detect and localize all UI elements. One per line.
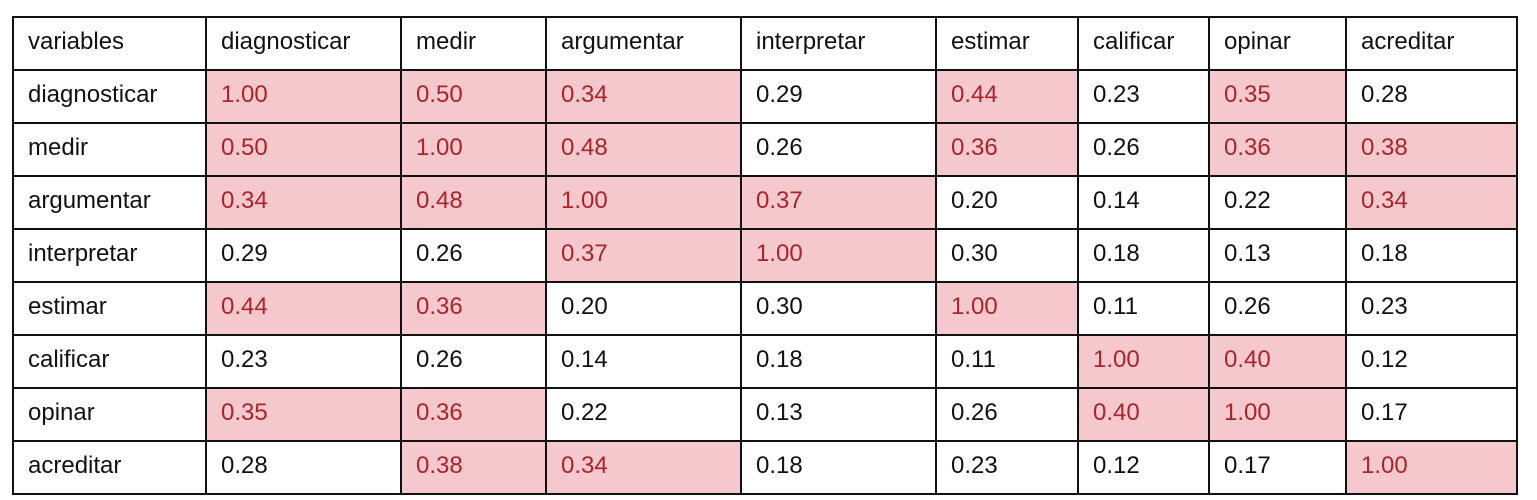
value-cell: 0.18 [1345, 228, 1518, 283]
value-cell: 0.48 [400, 175, 547, 230]
value-cell: 0.22 [1208, 175, 1347, 230]
value-cell: 0.44 [205, 281, 402, 336]
value-cell: 0.30 [740, 281, 937, 336]
header-cell: diagnosticar [205, 16, 402, 71]
header-cell: medir [400, 16, 547, 71]
value-cell: 0.34 [545, 440, 742, 495]
value-cell: 0.36 [400, 281, 547, 336]
row-label: medir [12, 122, 207, 177]
value-cell: 0.26 [400, 334, 547, 389]
value-cell: 0.23 [1077, 69, 1210, 124]
value-cell: 0.36 [400, 387, 547, 442]
value-cell: 0.44 [935, 69, 1079, 124]
row-label: acreditar [12, 440, 207, 495]
table-row: medir 0.50 1.00 0.48 0.26 0.36 0.26 0.36 0.38 [12, 122, 1518, 177]
value-cell: 0.40 [1077, 387, 1210, 442]
value-cell: 0.23 [935, 440, 1079, 495]
header-cell: estimar [935, 16, 1079, 71]
table-row: opinar 0.35 0.36 0.22 0.13 0.26 0.40 1.00 0.17 [12, 387, 1518, 442]
value-cell: 0.29 [205, 228, 402, 283]
header-row: variables diagnosticar medir argumentar inte… [12, 16, 1518, 71]
table-row: calificar 0.23 0.26 0.14 0.18 0.11 1.00 0.40 0.1… [12, 334, 1518, 389]
header-cell: argumentar [545, 16, 742, 71]
table-row: acreditar 0.28 0.38 0.34 0.18 0.23 0.12 0.17 1.0… [12, 440, 1518, 495]
value-cell: 0.28 [205, 440, 402, 495]
value-cell: 0.20 [545, 281, 742, 336]
row-label: calificar [12, 334, 207, 389]
value-cell: 0.18 [740, 440, 937, 495]
header-cell: variables [12, 16, 207, 71]
value-cell: 0.35 [205, 387, 402, 442]
value-cell: 0.29 [740, 69, 937, 124]
value-cell: 1.00 [935, 281, 1079, 336]
value-cell: 1.00 [545, 175, 742, 230]
row-label: estimar [12, 281, 207, 336]
value-cell: 0.37 [545, 228, 742, 283]
value-cell: 0.23 [205, 334, 402, 389]
value-cell: 0.34 [1345, 175, 1518, 230]
header-cell: interpretar [740, 16, 937, 71]
row-label: diagnosticar [12, 69, 207, 124]
table-row: estimar 0.44 0.36 0.20 0.30 1.00 0.11 0.26 0.23 [12, 281, 1518, 336]
value-cell: 0.36 [1208, 122, 1347, 177]
row-label: interpretar [12, 228, 207, 283]
table-row: diagnosticar 1.00 0.50 0.34 0.29 0.44 0.23 0.35… [12, 69, 1518, 124]
value-cell: 0.50 [205, 122, 402, 177]
row-label: opinar [12, 387, 207, 442]
value-cell: 1.00 [740, 228, 937, 283]
value-cell: 0.12 [1077, 440, 1210, 495]
value-cell: 0.26 [1077, 122, 1210, 177]
value-cell: 0.11 [935, 334, 1079, 389]
header-cell: acreditar [1345, 16, 1518, 71]
value-cell: 0.37 [740, 175, 937, 230]
value-cell: 0.38 [400, 440, 547, 495]
value-cell: 0.38 [1345, 122, 1518, 177]
value-cell: 0.14 [545, 334, 742, 389]
header-cell: calificar [1077, 16, 1210, 71]
value-cell: 1.00 [400, 122, 547, 177]
header-cell: opinar [1208, 16, 1347, 71]
table-row: argumentar 0.34 0.48 1.00 0.37 0.20 0.14 0.22 0.… [12, 175, 1518, 230]
value-cell: 0.34 [545, 69, 742, 124]
value-cell: 0.17 [1208, 440, 1347, 495]
value-cell: 0.11 [1077, 281, 1210, 336]
value-cell: 0.35 [1208, 69, 1347, 124]
correlation-table: variables diagnosticar medir argumentar inte… [12, 16, 1518, 495]
value-cell: 0.26 [1208, 281, 1347, 336]
value-cell: 1.00 [1345, 440, 1518, 495]
value-cell: 1.00 [1077, 334, 1210, 389]
value-cell: 0.18 [740, 334, 937, 389]
value-cell: 0.14 [1077, 175, 1210, 230]
value-cell: 0.13 [1208, 228, 1347, 283]
value-cell: 0.36 [935, 122, 1079, 177]
value-cell: 0.17 [1345, 387, 1518, 442]
table-row: interpretar 0.29 0.26 0.37 1.00 0.30 0.18 0.13 0… [12, 228, 1518, 283]
value-cell: 0.18 [1077, 228, 1210, 283]
value-cell: 0.50 [400, 69, 547, 124]
value-cell: 0.26 [400, 228, 547, 283]
value-cell: 0.34 [205, 175, 402, 230]
value-cell: 0.13 [740, 387, 937, 442]
value-cell: 0.22 [545, 387, 742, 442]
value-cell: 0.26 [740, 122, 937, 177]
value-cell: 1.00 [205, 69, 402, 124]
value-cell: 0.28 [1345, 69, 1518, 124]
value-cell: 0.26 [935, 387, 1079, 442]
row-label: argumentar [12, 175, 207, 230]
value-cell: 0.12 [1345, 334, 1518, 389]
value-cell: 0.30 [935, 228, 1079, 283]
value-cell: 0.40 [1208, 334, 1347, 389]
value-cell: 1.00 [1208, 387, 1347, 442]
value-cell: 0.48 [545, 122, 742, 177]
value-cell: 0.20 [935, 175, 1079, 230]
value-cell: 0.23 [1345, 281, 1518, 336]
